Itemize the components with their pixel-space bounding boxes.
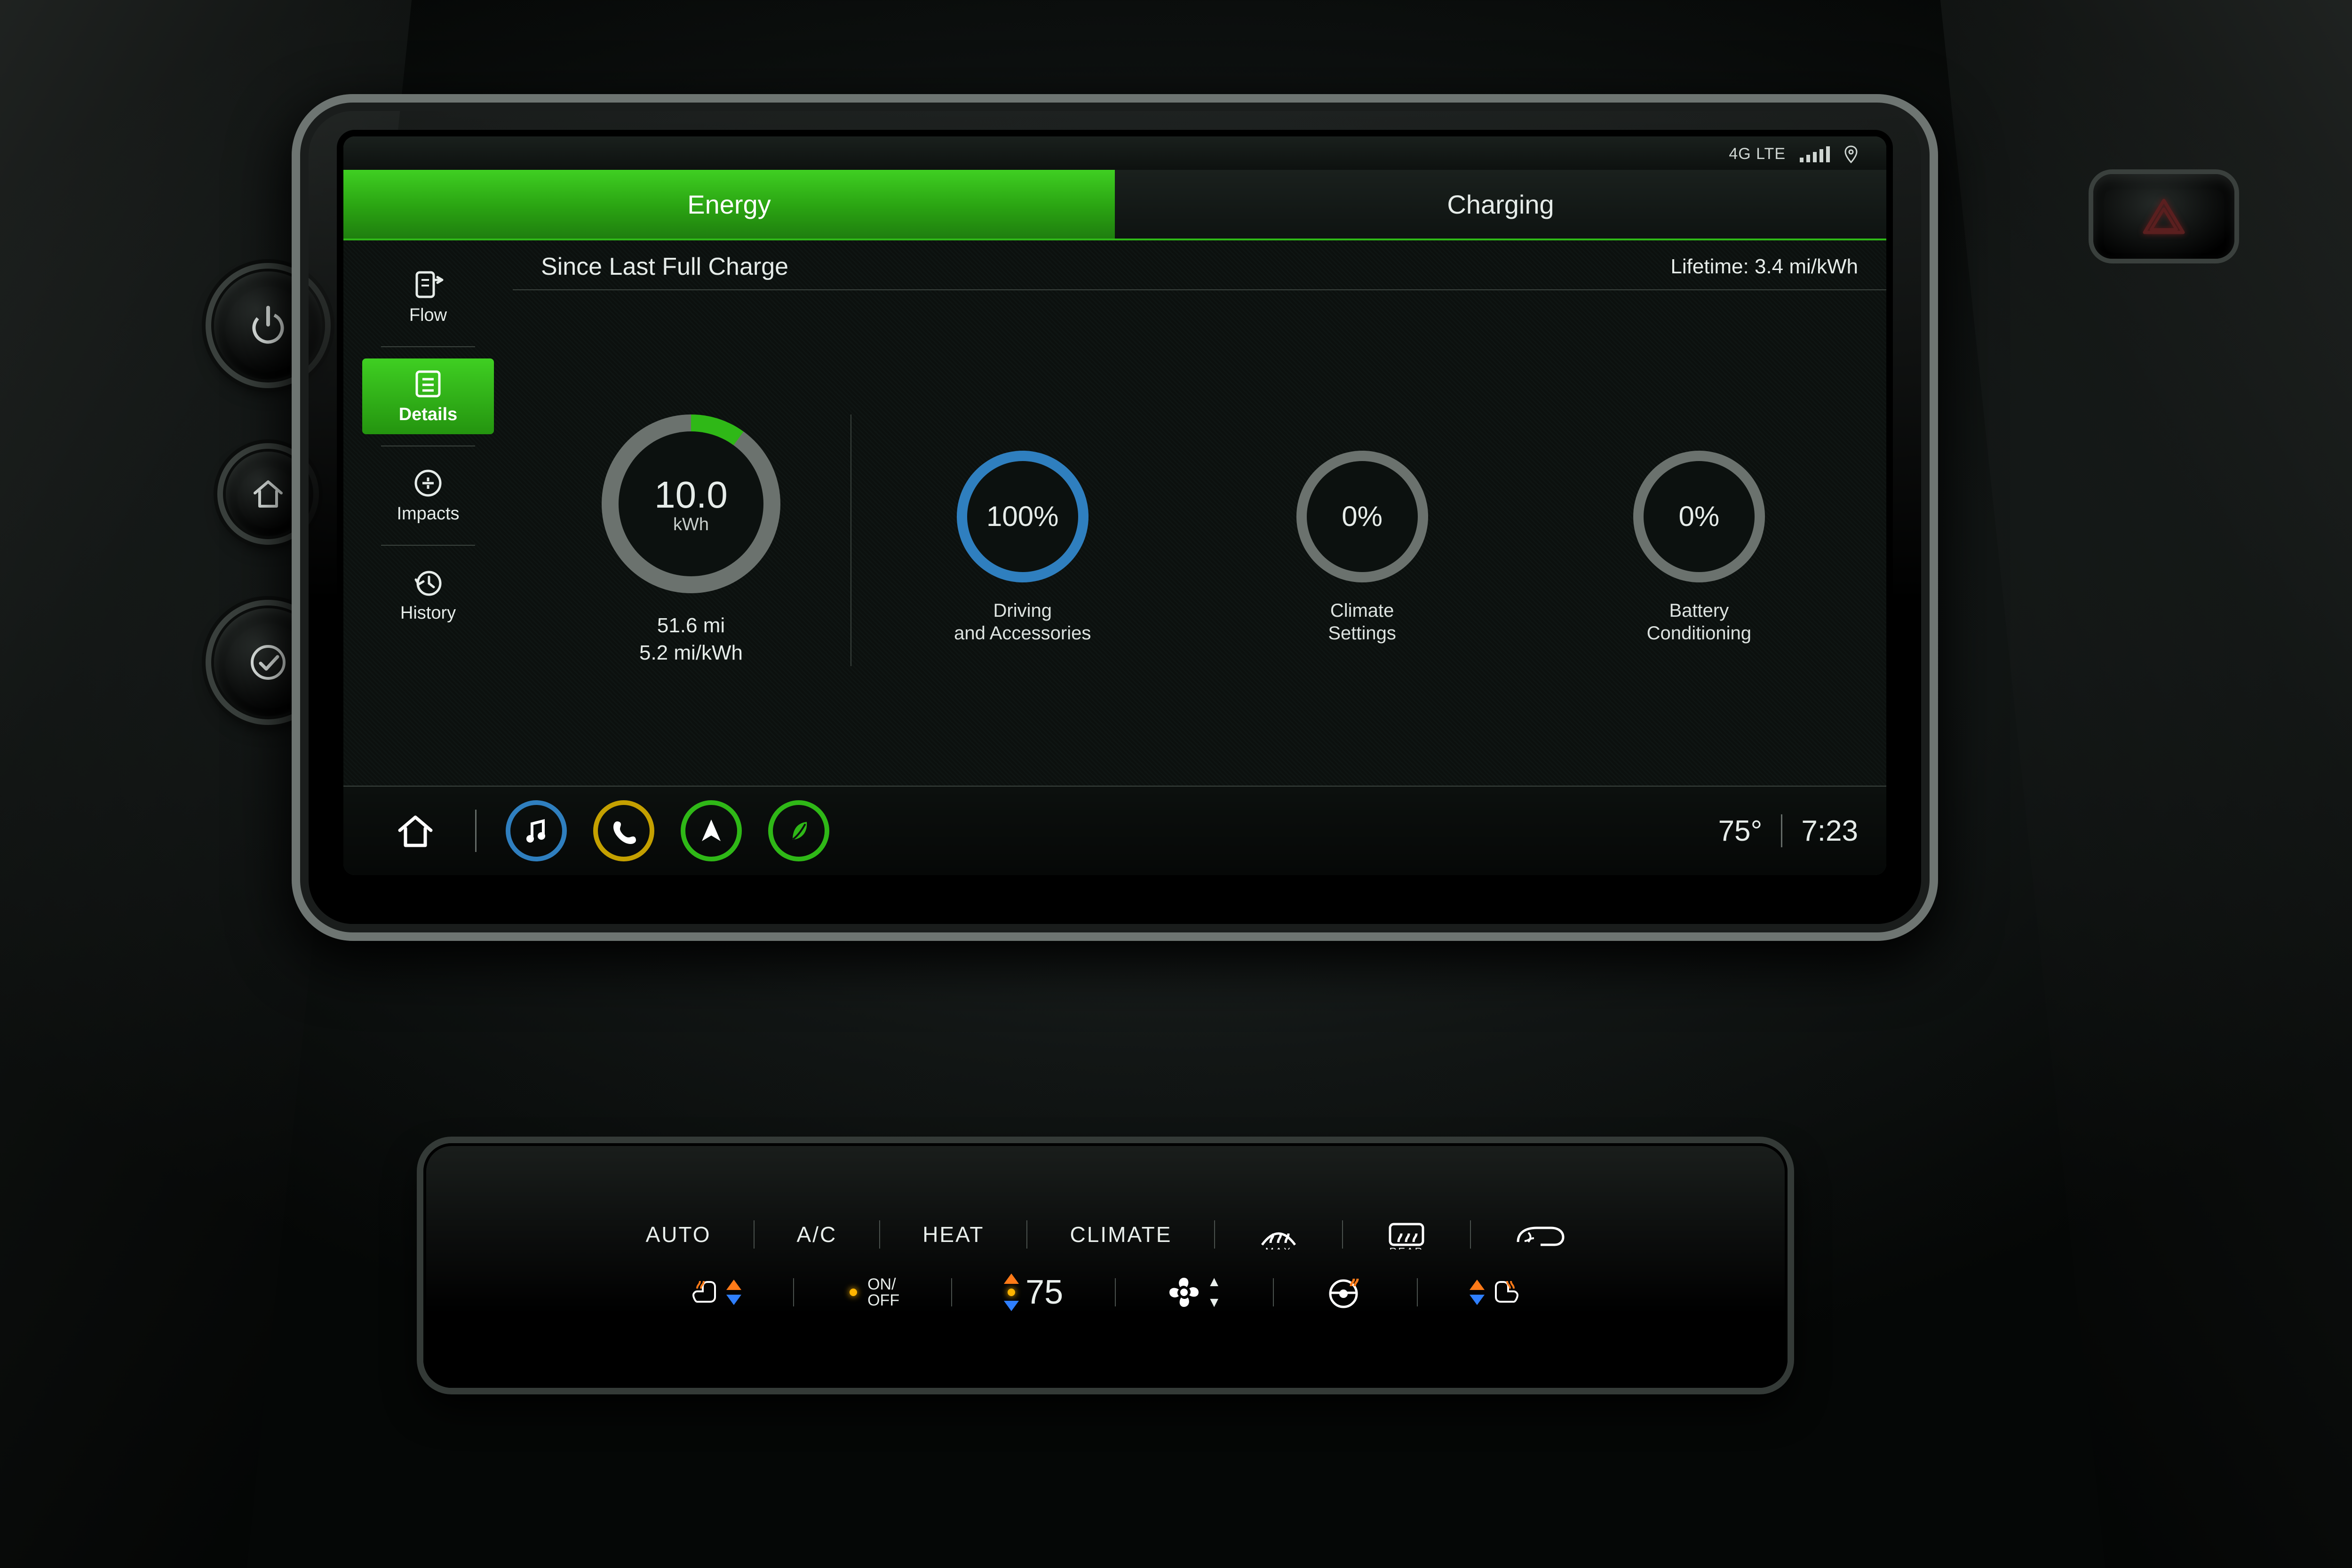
breakdown-gauge-0: 100% Drivingand Accessories [954, 451, 1091, 645]
total-energy-unit: kWh [673, 515, 709, 535]
subnav-flow-label: Flow [409, 305, 447, 326]
svg-text:REAR: REAR [1390, 1246, 1424, 1250]
lifetime-label: Lifetime: [1670, 255, 1748, 278]
seat-heat-left[interactable] [690, 1277, 741, 1307]
breakdown-label-1: ClimateSettings [1328, 599, 1396, 645]
breakdown-value-0: 100% [986, 500, 1058, 533]
music-icon [521, 815, 552, 846]
subnav-details[interactable]: Details [362, 358, 494, 434]
svg-text:MAX: MAX [1265, 1246, 1292, 1250]
breakdown-value-2: 0% [1679, 500, 1720, 533]
clock: 7:23 [1801, 814, 1858, 848]
breakdown-gauge-2: 0% BatteryConditioning [1633, 451, 1765, 645]
details-pane: Since Last Full Charge Lifetime: 3.4 mi/… [513, 240, 1886, 786]
climate-mode[interactable]: CLIMATE [1070, 1222, 1172, 1247]
main-tabs: Energy Charging [343, 170, 1886, 240]
climate-temp-value: 75 [1025, 1273, 1063, 1312]
total-energy-gauge: 10.0 kWh 51.6 mi 5.2 mi/kWh [532, 414, 851, 666]
home-icon [394, 810, 437, 852]
subnav-details-label: Details [399, 405, 458, 425]
status-bar: 4G LTE [343, 136, 1886, 170]
appbar-home[interactable] [385, 800, 446, 861]
defrost-rear-icon[interactable]: REAR [1385, 1219, 1428, 1250]
subnav-history[interactable]: History [362, 557, 494, 633]
appbar-energy[interactable] [768, 800, 829, 861]
tab-charging[interactable]: Charging [1115, 170, 1886, 239]
network-label: 4G LTE [1729, 145, 1786, 163]
breakdown-label-0: Drivingand Accessories [954, 599, 1091, 645]
energy-subnav: Flow Details [343, 240, 513, 786]
tab-energy[interactable]: Energy [343, 170, 1115, 239]
signal-icon [1800, 146, 1830, 162]
appbar-nav[interactable] [681, 800, 742, 861]
climate-ac[interactable]: A/C [797, 1222, 837, 1247]
phone-icon [610, 817, 638, 845]
subnav-impacts-label: Impacts [397, 504, 459, 524]
tab-charging-label: Charging [1447, 189, 1554, 220]
impacts-icon [411, 466, 445, 500]
lifetime-value: 3.4 mi/kWh [1755, 255, 1858, 278]
leaf-icon [785, 817, 812, 844]
defrost-front-icon[interactable]: MAX [1257, 1219, 1300, 1250]
total-energy-value: 10.0 [654, 473, 728, 517]
distance-value: 51.6 mi [639, 612, 743, 639]
infotainment-bezel: 4G LTE Energy Charging [292, 94, 1938, 941]
subnav-flow[interactable]: Flow [362, 259, 494, 335]
appbar-music[interactable] [506, 800, 567, 861]
efficiency-value: 5.2 mi/kWh [639, 639, 743, 666]
tab-energy-label: Energy [687, 189, 771, 220]
location-icon [1844, 145, 1858, 163]
climate-onoff[interactable]: ON/ OFF [846, 1276, 899, 1308]
nav-icon [697, 817, 725, 845]
subnav-impacts[interactable]: Impacts [362, 458, 494, 533]
cabin-temp: 75° [1718, 814, 1763, 848]
hazard-button[interactable] [2093, 174, 2234, 259]
climate-temp[interactable]: 75 [1004, 1273, 1063, 1312]
breakdown-value-1: 0% [1342, 500, 1383, 533]
breakdown-gauge-1: 0% ClimateSettings [1296, 451, 1428, 645]
steering-heat[interactable] [1326, 1275, 1365, 1310]
appbar-phone[interactable] [593, 800, 654, 861]
fan-speed[interactable]: ▲▼ [1168, 1274, 1221, 1311]
flow-icon [411, 268, 445, 302]
infotainment-screen: 4G LTE Energy Charging [343, 136, 1886, 875]
climate-auto[interactable]: AUTO [646, 1222, 711, 1247]
seat-heat-right[interactable] [1470, 1277, 1521, 1307]
pane-heading: Since Last Full Charge [541, 253, 788, 281]
climate-panel: AUTO A/C HEAT CLIMATE MAX REAR ON/ OFF [423, 1143, 1788, 1388]
subnav-history-label: History [400, 603, 456, 623]
app-bar: 75° 7:23 [343, 786, 1886, 875]
recirculate-icon[interactable] [1513, 1221, 1565, 1248]
breakdown-label-2: BatteryConditioning [1647, 599, 1751, 645]
details-icon [411, 367, 445, 401]
history-icon [411, 565, 445, 599]
climate-heat[interactable]: HEAT [922, 1222, 984, 1247]
